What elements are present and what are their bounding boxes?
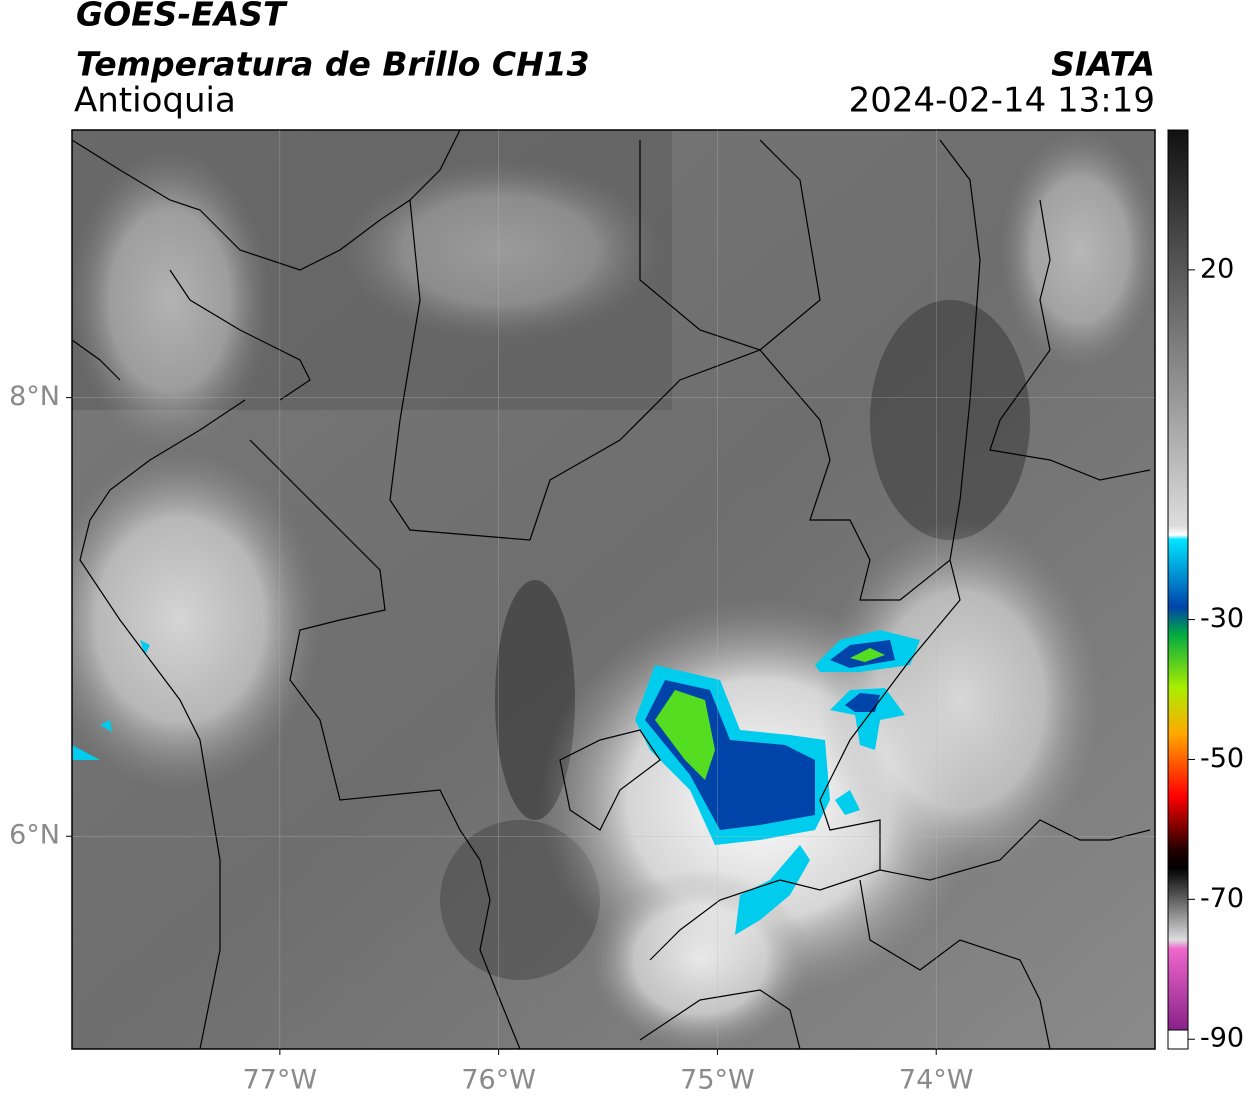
lon-tick-label: 74°W xyxy=(899,1065,974,1096)
colorbar-tick-label: -30 xyxy=(1200,603,1244,634)
colorbar-under xyxy=(1167,1029,1189,1050)
source: SIATA xyxy=(1051,45,1155,84)
colorbar-frame xyxy=(1167,129,1189,1050)
lat-tick-label: 8°N xyxy=(9,381,60,412)
datetime: 2024-02-14 13:19 xyxy=(849,81,1155,121)
map-frame xyxy=(71,129,1156,1050)
colorbar-tick-label: -50 xyxy=(1200,743,1244,774)
lon-tick-label: 77°W xyxy=(243,1065,318,1096)
lon-tick-label: 75°W xyxy=(680,1065,755,1096)
colorbar-tick-label: 20 xyxy=(1200,253,1234,284)
borders xyxy=(72,130,1151,1049)
colorbar-tick-label: -90 xyxy=(1200,1023,1244,1054)
colorbar-tick-label: -70 xyxy=(1200,883,1244,914)
subtitle: Temperatura de Brillo CH13 xyxy=(76,45,590,84)
colorbar xyxy=(1168,130,1188,1030)
map-imagery xyxy=(72,130,1155,1049)
lon-tick-label: 76°W xyxy=(461,1065,536,1096)
region: Antioquia xyxy=(74,81,236,121)
lat-tick-label: 6°N xyxy=(9,820,60,851)
title: GOES-EAST xyxy=(76,0,288,34)
